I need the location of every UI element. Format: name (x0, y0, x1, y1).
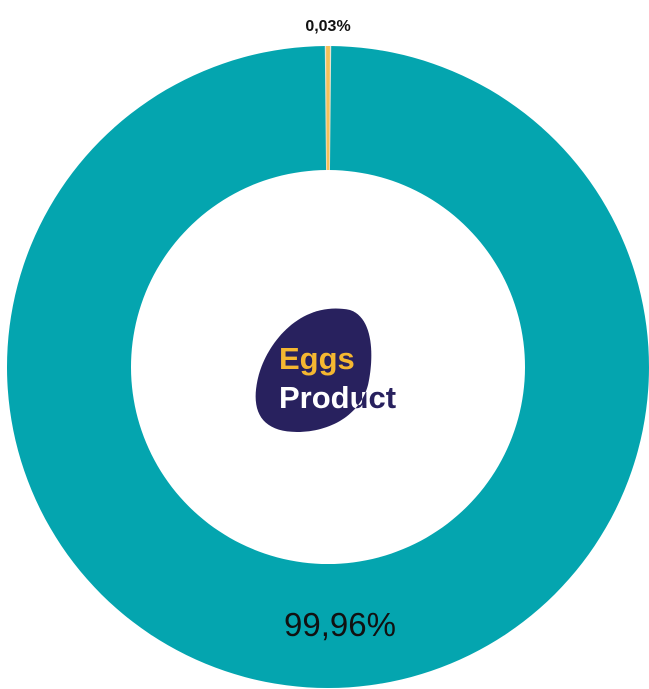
slice-small (326, 46, 330, 171)
eggs-product-logo: Eggs Product Product (255, 308, 396, 432)
logo-text-eggs: Eggs (279, 341, 355, 376)
slice-label-small: 0,03% (305, 18, 350, 35)
slice-label-large: 99,96% (284, 606, 396, 643)
egg-blob-shape (255, 308, 372, 432)
slice-main (6, 46, 649, 688)
donut-slices (6, 46, 649, 688)
logo-text-product: Product (279, 380, 396, 415)
